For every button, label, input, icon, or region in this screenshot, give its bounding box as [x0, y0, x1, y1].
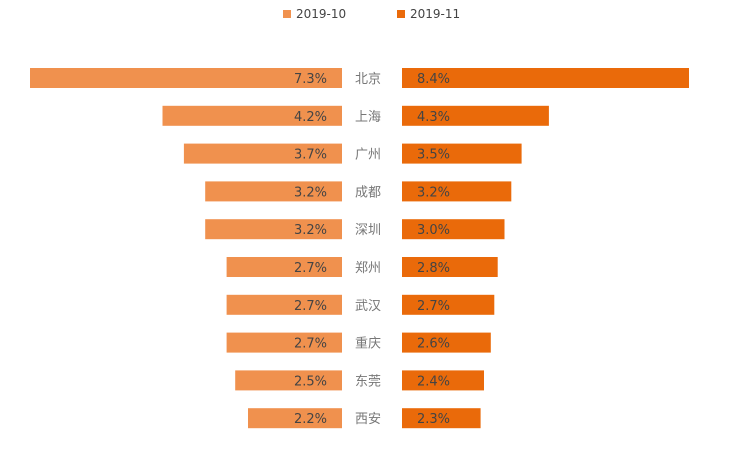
series-2019-10-bars	[30, 68, 342, 429]
bar-2019-10-3	[205, 181, 342, 202]
legend-swatch	[283, 10, 291, 18]
value-labels: 7.3% 8.4% 4.2% 4.3% 3.7% 3.5% 3.2% 3.2% 3.2% 3.0%…	[294, 72, 450, 427]
bar-2019-11-5	[402, 257, 498, 277]
category-label-9: 西安	[355, 412, 381, 427]
bar-2019-11-8	[402, 370, 484, 391]
bar-2019-10-0	[30, 68, 342, 88]
series-2019-11-bars	[402, 68, 689, 429]
value-label-2019-10-0: 7.3%	[294, 72, 327, 87]
bar-2019-10-9	[248, 408, 342, 429]
legend-item-2019-11[interactable]: 2019-11	[397, 7, 460, 21]
legend-label: 2019-10	[296, 7, 346, 21]
bar-2019-11-7	[402, 332, 491, 353]
legend-swatch	[397, 10, 405, 18]
bar-2019-10-5	[226, 257, 342, 277]
bar-2019-10-4	[205, 219, 342, 240]
category-label-1: 上海	[355, 110, 381, 125]
category-label-2: 广州	[355, 148, 381, 163]
bar-2019-11-4	[402, 219, 505, 240]
bar-2019-10-1	[162, 105, 342, 126]
value-label-2019-11-9: 2.3%	[417, 412, 450, 427]
bar-2019-11-6	[402, 294, 495, 315]
bar-2019-10-2	[183, 143, 342, 164]
value-label-2019-11-1: 4.3%	[417, 110, 450, 125]
value-label-2019-11-6: 2.7%	[417, 299, 450, 314]
category-label-4: 深圳	[355, 223, 381, 238]
category-label-5: 郑州	[355, 261, 381, 276]
value-label-2019-11-0: 8.4%	[417, 72, 450, 87]
value-label-2019-11-8: 2.4%	[417, 374, 450, 389]
value-label-2019-11-5: 2.8%	[417, 261, 450, 276]
value-label-2019-10-2: 3.7%	[294, 148, 327, 163]
value-label-2019-10-5: 2.7%	[294, 261, 327, 276]
category-label-8: 东莞	[355, 374, 381, 389]
value-label-2019-11-4: 3.0%	[417, 223, 450, 238]
bar-2019-11-2	[402, 143, 522, 164]
legend-label: 2019-11	[410, 7, 460, 21]
value-label-2019-11-7: 2.6%	[417, 337, 450, 352]
value-label-2019-11-2: 3.5%	[417, 148, 450, 163]
value-label-2019-10-6: 2.7%	[294, 299, 327, 314]
bar-2019-11-9	[402, 408, 481, 429]
bar-2019-11-0	[402, 68, 689, 88]
legend: 2019-10 2019-11	[283, 7, 460, 21]
category-label-6: 武汉	[355, 299, 381, 314]
value-label-2019-10-3: 3.2%	[294, 185, 327, 200]
value-label-2019-10-7: 2.7%	[294, 337, 327, 352]
category-label-3: 成都	[355, 185, 381, 200]
bar-2019-10-8	[235, 370, 342, 391]
bar-2019-11-1	[402, 105, 549, 126]
bar-2019-10-7	[226, 332, 342, 353]
legend-item-2019-10[interactable]: 2019-10	[283, 7, 346, 21]
category-label-7: 重庆	[355, 336, 381, 352]
bar-2019-10-6	[226, 294, 342, 315]
value-label-2019-11-3: 3.2%	[417, 185, 450, 200]
value-label-2019-10-1: 4.2%	[294, 110, 327, 125]
value-label-2019-10-9: 2.2%	[294, 412, 327, 427]
bar-2019-11-3	[402, 181, 512, 202]
value-label-2019-10-4: 3.2%	[294, 223, 327, 238]
category-label-0: 北京	[355, 72, 381, 87]
value-label-2019-10-8: 2.5%	[294, 374, 327, 389]
